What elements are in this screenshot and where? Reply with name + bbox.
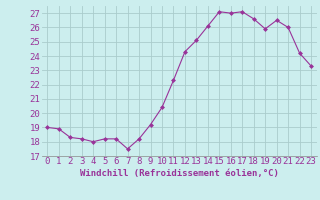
X-axis label: Windchill (Refroidissement éolien,°C): Windchill (Refroidissement éolien,°C) <box>80 169 279 178</box>
